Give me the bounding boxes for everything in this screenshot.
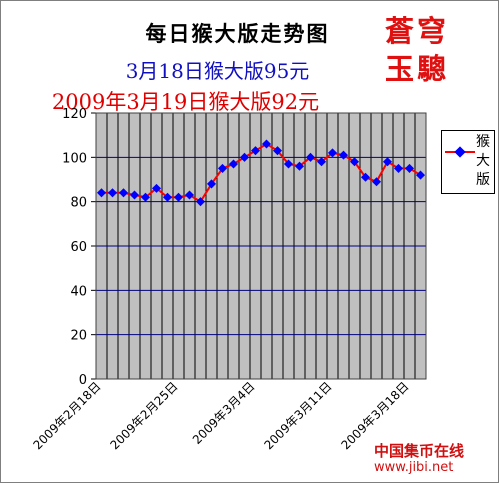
data-point [239, 152, 250, 162]
y-tick-label: 100 [62, 151, 87, 166]
data-point [129, 190, 140, 200]
chart-subtitle-march-18: 3月18日猴大版95元 [125, 59, 310, 83]
data-point [206, 179, 217, 189]
x-tick-label: 2009年2月25日 [107, 379, 180, 452]
data-point [173, 192, 184, 202]
x-tick-label: 2009年3月4日 [190, 379, 258, 447]
x-tick-label: 2009年3月11日 [261, 379, 334, 452]
watermark-name: 中国集币在线 [374, 442, 465, 460]
data-point [107, 188, 118, 198]
y-tick-label: 0 [79, 373, 87, 388]
y-tick-label: 20 [70, 329, 87, 344]
x-tick-label: 2009年2月18日 [30, 379, 103, 452]
plot-border [95, 112, 427, 380]
data-point [96, 188, 107, 198]
brand-line-1: 蒼穹 [385, 14, 450, 48]
y-tick-label: 40 [70, 284, 87, 299]
legend: 猴大版 [441, 130, 495, 194]
watermark-url: www.jibi.net [374, 460, 454, 475]
data-point [184, 190, 195, 200]
data-point [162, 192, 173, 202]
y-tick-label: 80 [70, 196, 87, 211]
chart-title: 每日猴大版走势图 [145, 21, 330, 46]
data-point [118, 188, 129, 198]
y-tick-label: 120 [62, 107, 87, 122]
data-point [228, 159, 239, 169]
legend-label: 猴大版 [476, 134, 490, 188]
brand-line-2: 玉驄 [385, 52, 450, 86]
data-point [140, 192, 151, 202]
legend-swatch [445, 146, 475, 158]
y-tick-label: 60 [70, 240, 87, 255]
data-point [151, 183, 162, 193]
chart-subtitle-march-19: 2009年3月19日猴大版92元 [51, 90, 320, 114]
